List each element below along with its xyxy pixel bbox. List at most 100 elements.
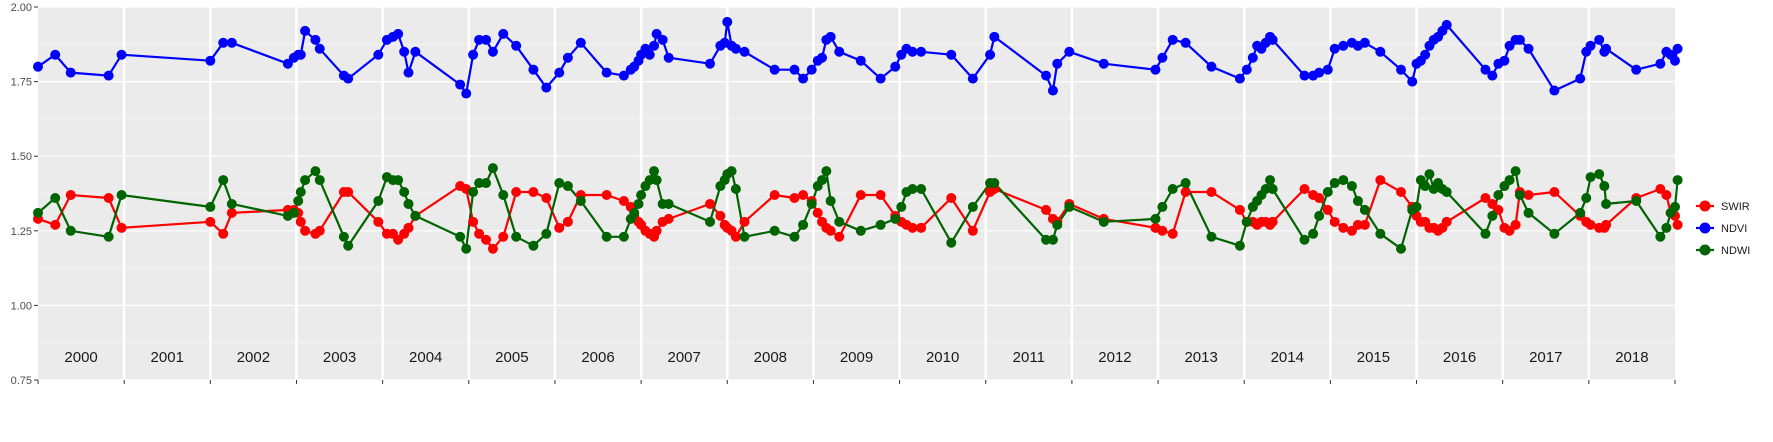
ndvi-point: [1575, 73, 1586, 84]
ndwi-point: [1523, 207, 1534, 218]
ndwi-point: [1575, 207, 1586, 218]
ndwi-point: [403, 198, 414, 209]
ndwi-point: [825, 195, 836, 206]
ndvi-point: [300, 25, 311, 36]
ndvi-point: [1150, 64, 1161, 75]
swir-point: [541, 192, 552, 203]
ndvi-point: [1322, 64, 1333, 75]
ndvi-point: [487, 46, 498, 57]
swir-point: [1157, 225, 1168, 236]
ndwi-point: [293, 195, 304, 206]
swir-point: [218, 228, 229, 239]
ndwi-point: [739, 231, 750, 242]
y-tick-label: 2.00: [11, 2, 32, 14]
ndwi-point: [511, 231, 522, 242]
ndvi-point: [739, 46, 750, 57]
ndvi-point: [705, 58, 716, 69]
ndvi-point: [1052, 58, 1063, 69]
ndwi-point: [705, 216, 716, 227]
year-label: 2014: [1271, 349, 1304, 366]
ndwi-point: [875, 219, 886, 230]
ndwi-point: [300, 175, 311, 186]
ndwi-point: [498, 189, 509, 200]
ndvi-point: [481, 34, 492, 45]
year-label: 2017: [1529, 349, 1562, 366]
legend: SWIR NDVI NDWI: [1696, 200, 1750, 257]
ndwi-point: [410, 210, 421, 221]
ndwi-point: [1601, 198, 1612, 209]
year-label: 2009: [840, 349, 873, 366]
ndvi-point: [1601, 43, 1612, 54]
swir-point: [730, 231, 741, 242]
ndwi-point: [1599, 181, 1610, 192]
ndvi-point: [1655, 58, 1666, 69]
swir-point: [789, 192, 800, 203]
ndwi-point: [1052, 219, 1063, 230]
ndvi-point: [601, 67, 612, 78]
ndwi-point: [288, 207, 299, 218]
ndwi-point: [1375, 228, 1386, 239]
ndwi-point: [575, 195, 586, 206]
ndvi-point: [1585, 40, 1596, 51]
swir-point: [103, 192, 114, 203]
swir-point: [1322, 204, 1333, 215]
ndwi-point: [1585, 172, 1596, 183]
swir-point: [1585, 219, 1596, 230]
ndvi-point: [1420, 49, 1431, 60]
swir-point: [562, 216, 573, 227]
ndwi-point: [916, 184, 927, 195]
ndwi-point: [890, 213, 901, 224]
ndvi-point: [855, 55, 866, 66]
ndvi-point: [116, 49, 127, 60]
ndwi-point: [907, 184, 918, 195]
swir-point: [769, 189, 780, 200]
ndwi-point: [1299, 234, 1310, 245]
ndvi-point: [834, 46, 845, 57]
ndvi-point: [511, 40, 522, 51]
ndvi-point: [393, 28, 404, 39]
ndwi-point: [33, 207, 43, 218]
ndvi-point: [1480, 64, 1491, 75]
year-label: 2004: [409, 349, 442, 366]
swir-point: [1041, 204, 1052, 215]
ndvi-point: [310, 34, 321, 45]
legend-ndwi-label: NDWI: [1721, 245, 1750, 257]
ndwi-point: [393, 175, 404, 186]
ndvi-point: [916, 46, 927, 57]
ndvi-point: [295, 49, 306, 60]
ndwi-point: [1514, 189, 1525, 200]
ndvi-point: [343, 73, 354, 84]
ndvi-point: [410, 46, 421, 57]
ndwi-point: [1206, 231, 1217, 242]
legend-swir-label: SWIR: [1721, 201, 1750, 213]
ndwi-point: [806, 198, 817, 209]
ndwi-point: [1322, 187, 1333, 198]
swir-point: [300, 225, 311, 236]
year-label: 2018: [1615, 349, 1648, 366]
ndwi-point: [1098, 216, 1109, 227]
ndvi-point: [644, 49, 655, 60]
ndwi-point: [1359, 204, 1370, 215]
ndwi-point: [896, 201, 907, 212]
ndwi-point: [730, 184, 741, 195]
ndwi-point: [1157, 201, 1168, 212]
ndwi-point: [855, 225, 866, 236]
ndvi-point: [789, 64, 800, 75]
year-label: 2013: [1184, 349, 1217, 366]
ndwi-point: [636, 189, 647, 200]
ndwi-point: [649, 166, 660, 177]
ndwi-point: [1167, 184, 1178, 195]
ndwi-point: [541, 228, 552, 239]
ndwi-point: [1670, 201, 1680, 212]
swir-point: [343, 187, 354, 198]
ndvi-point: [218, 37, 229, 48]
ndwi-point: [481, 178, 492, 189]
year-label: 2015: [1357, 349, 1390, 366]
ndwi-point: [633, 198, 644, 209]
ndvi-point: [907, 46, 918, 57]
ndvi-point: [1329, 43, 1340, 54]
ndwi-point: [474, 178, 485, 189]
ndvi-point: [1180, 37, 1191, 48]
swir-point: [1510, 219, 1521, 230]
